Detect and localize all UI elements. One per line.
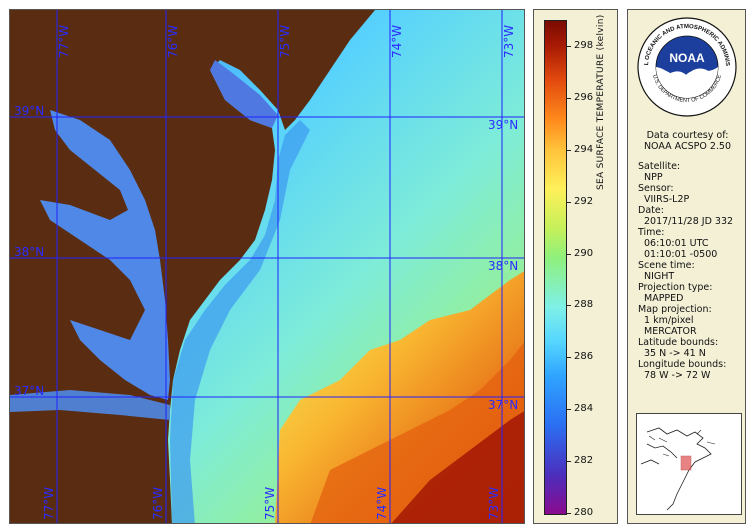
noaa-logo: NOAA NATIONAL OCEANIC AND ATMOSPHERIC AD… [636,16,737,117]
colorbar-tick-label: 284 [574,403,594,414]
lon-label-bottom-75w: 75°W [263,486,277,520]
date-value: 2017/11/28 JD 332 [644,216,734,227]
locator-map [636,413,742,515]
map-resolution-value: 1 km/pixel [644,315,694,326]
courtesy-line-2: NOAA ACSPO 2.50 [643,141,732,152]
info-panel: NOAA NATIONAL OCEANIC AND ATMOSPHERIC AD… [627,9,746,524]
lat-label-right-38n: 38°N [488,259,519,273]
latitude-bounds-value: 35 N -> 41 N [644,348,706,359]
projection-type-value: MAPPED [644,293,684,304]
colorbar [544,20,567,515]
sst-map: 77°W 76°W 75°W 74°W 73°W 77°W 76°W 75°W … [9,9,525,524]
colorbar-panel: 298 296 294 292 290 288 286 284 282 280 SEA SURFA… [533,9,618,524]
lon-label-top-73w: 73°W [502,24,516,58]
time-local-value: 01:10:01 -0500 [644,249,718,260]
lat-label-left-39n: 39°N [14,104,45,118]
courtesy-line-1: Data courtesy of: [646,130,729,141]
colorbar-tick-mark [566,202,571,203]
colorbar-tick-mark [566,98,571,99]
svg-text:NOAA: NOAA [669,51,705,65]
colorbar-tick-label: 294 [574,144,594,155]
latitude-bounds-label: Latitude bounds: [638,337,719,348]
date-label: Date: [638,205,664,216]
lon-label-bottom-76w: 76°W [151,486,165,520]
colorbar-tick-mark [566,409,571,410]
colorbar-tick-label: 298 [574,40,594,51]
projection-type-label: Projection type: [638,282,713,293]
colorbar-tick-label: 296 [574,92,594,103]
map-projection-label: Map projection: [638,304,712,315]
coastal-water [170,120,310,523]
scene-time-value: NIGHT [644,271,675,282]
colorbar-tick-label: 286 [574,351,594,362]
colorbar-tick-mark [566,254,571,255]
satellite-value: NPP [644,172,663,183]
colorbar-tick-label: 292 [574,196,594,207]
chesapeake-bay [40,110,170,400]
lat-label-left-37n: 37°N [14,384,45,398]
colorbar-tick-mark [566,357,571,358]
sensor-value: VIIRS-L2P [644,194,690,205]
sensor-label: Sensor: [638,183,674,194]
colorbar-tick-label: 282 [574,455,594,466]
colorbar-title: SEA SURFACE TEMPERATURE (kelvin) [596,14,606,190]
map-projection-value: MERCATOR [644,326,697,337]
lon-label-bottom-74w: 74°W [375,486,389,520]
colorbar-tick-mark [566,461,571,462]
lon-label-bottom-73w: 73°W [487,486,501,520]
scene-time-label: Scene time: [638,260,695,271]
region-highlight [680,455,692,471]
sst-map-image [10,10,524,523]
colorbar-tick-mark [566,150,571,151]
lat-label-right-39n: 39°N [488,118,519,132]
time-utc-value: 06:10:01 UTC [644,238,709,249]
satellite-label: Satellite: [638,161,681,172]
lat-label-left-38n: 38°N [14,245,45,259]
colorbar-tick-mark [566,46,571,47]
data-courtesy: Data courtesy of: NOAA ACSPO 2.50 [628,130,747,152]
colorbar-tick-label: 280 [574,507,594,518]
gulf-stream-hot [391,411,524,523]
lon-label-top-75w: 75°W [278,24,292,58]
lon-label-top-74w: 74°W [390,24,404,58]
lon-label-top-76w: 76°W [166,24,180,58]
delaware-bay [210,60,278,128]
colorbar-tick-mark [566,513,571,514]
colorbar-tick-mark [566,305,571,306]
time-label: Time: [638,227,665,238]
longitude-bounds-label: Longitude bounds: [638,359,727,370]
lon-label-top-77w: 77°W [57,24,71,58]
locator-map-image [637,414,741,514]
lat-label-right-37n: 37°N [488,398,519,412]
colorbar-tick-label: 288 [574,299,594,310]
graticule [10,10,524,523]
longitude-bounds-value: 78 W -> 72 W [644,370,711,381]
colorbar-tick-label: 290 [574,248,594,259]
lon-label-bottom-77w: 77°W [42,486,56,520]
